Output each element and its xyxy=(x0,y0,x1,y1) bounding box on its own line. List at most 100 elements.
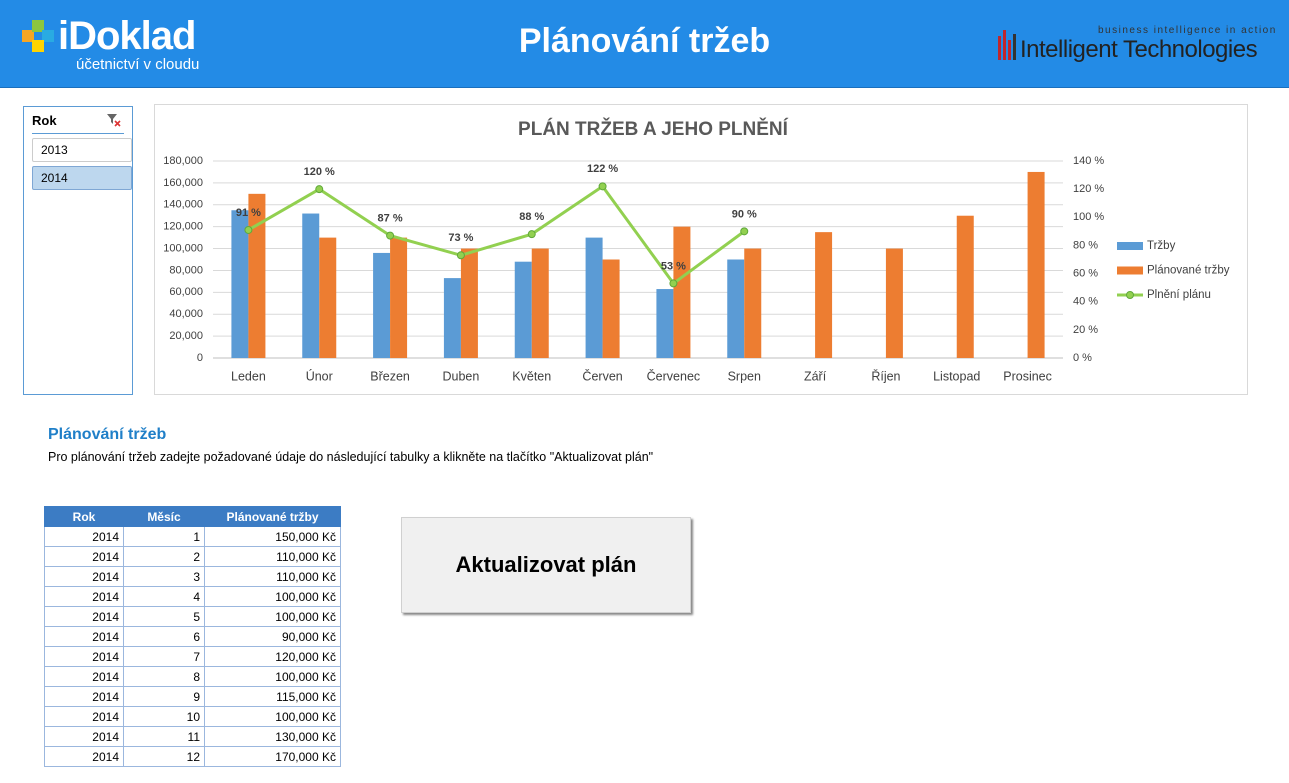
y2-tick-label: 60 % xyxy=(1073,267,1098,279)
table-cell[interactable]: 2014 xyxy=(44,606,124,627)
data-label: 53 % xyxy=(661,260,686,272)
section-title: Plánování tržeb xyxy=(48,426,167,443)
page-title: Plánování tržeb xyxy=(518,22,771,60)
y-tick-label: 80,000 xyxy=(169,264,203,276)
table-cell[interactable]: 2 xyxy=(123,546,205,567)
table-body: 2014 1 150,000 Kč 2014 2 110,000 Kč 2014 3 110,0… xyxy=(44,526,341,767)
x-tick-label: Listopad xyxy=(933,369,980,383)
bar xyxy=(885,248,903,358)
table-cell[interactable]: 100,000 Kč xyxy=(204,606,341,627)
table-cell[interactable]: 3 xyxy=(123,566,205,587)
table-cell[interactable]: 2014 xyxy=(44,706,124,727)
plan-table: Rok Měsíc Plánované tržby 2014 1 150,000 Kč 2… xyxy=(44,506,341,767)
legend-label: Plnění plánu xyxy=(1147,289,1211,301)
table-cell[interactable]: 100,000 Kč xyxy=(204,666,341,687)
table-cell[interactable]: 2014 xyxy=(44,526,124,547)
table-cell[interactable]: 2014 xyxy=(44,626,124,647)
table-cell[interactable]: 2014 xyxy=(44,566,124,587)
slicer-item[interactable]: 2013 xyxy=(32,138,132,162)
table-cell[interactable]: 150,000 Kč xyxy=(204,526,341,547)
table-cell[interactable]: 110,000 Kč xyxy=(204,566,341,587)
bar xyxy=(602,259,620,358)
bar xyxy=(815,232,833,358)
line-point xyxy=(386,231,395,240)
y-tick-label: 100,000 xyxy=(163,242,203,254)
legend-swatch xyxy=(1117,266,1143,275)
table-cell[interactable]: 115,000 Kč xyxy=(204,686,341,707)
table-cell[interactable]: 8 xyxy=(123,666,205,687)
table-cell[interactable]: 2014 xyxy=(44,646,124,667)
bar xyxy=(531,248,549,358)
table-cell[interactable]: 2014 xyxy=(44,746,124,767)
table-cell[interactable]: 11 xyxy=(123,726,205,747)
table-cell[interactable]: 2014 xyxy=(44,546,124,567)
data-label: 90 % xyxy=(732,208,757,220)
table-cell[interactable]: 1 xyxy=(123,526,205,547)
line-point xyxy=(527,230,536,239)
table-row: 2014 12 170,000 Kč xyxy=(44,746,341,767)
table-cell[interactable]: 7 xyxy=(123,646,205,667)
table-cell[interactable]: 2014 xyxy=(44,686,124,707)
table-cell[interactable]: 90,000 Kč xyxy=(204,626,341,647)
data-label: 73 % xyxy=(448,232,473,244)
table-cell[interactable]: 12 xyxy=(123,746,205,767)
table-cell[interactable]: 170,000 Kč xyxy=(204,746,341,767)
x-tick-label: Duben xyxy=(442,369,479,383)
y2-tick-label: 0 % xyxy=(1073,352,1092,364)
y-tick-label: 60,000 xyxy=(169,286,203,298)
update-plan-button[interactable]: Aktualizovat plán xyxy=(401,517,691,613)
table-cell[interactable]: 2014 xyxy=(44,586,124,607)
table-cell[interactable]: 130,000 Kč xyxy=(204,726,341,747)
table-row: 2014 7 120,000 Kč xyxy=(44,646,341,667)
x-tick-label: Červenec xyxy=(647,368,701,383)
table-cell[interactable]: 100,000 Kč xyxy=(204,586,341,607)
legend-swatch xyxy=(1117,242,1143,250)
line-point xyxy=(598,182,607,191)
y2-tick-label: 40 % xyxy=(1073,296,1098,308)
table-cell[interactable]: 2014 xyxy=(44,666,124,687)
bar xyxy=(390,237,408,358)
table-row: 2014 9 115,000 Kč xyxy=(44,686,341,707)
bar xyxy=(656,289,674,358)
header: iDoklad účetnictví v cloudu Plánování tr… xyxy=(0,0,1289,88)
chart-title: PLÁN TRŽEB A JEHO PLNĚNÍ xyxy=(518,118,789,140)
table-cell[interactable]: 110,000 Kč xyxy=(204,546,341,567)
y-tick-label: 40,000 xyxy=(169,308,203,320)
table-cell[interactable]: 2014 xyxy=(44,726,124,747)
table-row: 2014 8 100,000 Kč xyxy=(44,666,341,687)
line-point xyxy=(456,251,465,260)
x-tick-label: Červen xyxy=(582,368,622,383)
bar xyxy=(248,193,266,358)
partner-icon xyxy=(998,30,1016,60)
table-cell[interactable]: 4 xyxy=(123,586,205,607)
y-tick-label: 180,000 xyxy=(163,155,203,167)
partner-logo: Intelligent Technologies xyxy=(1020,36,1258,63)
table-cell[interactable]: 10 xyxy=(123,706,205,727)
table-header: Rok Měsíc Plánované tržby xyxy=(44,506,341,527)
data-label: 88 % xyxy=(519,211,544,223)
logo-icon xyxy=(22,20,54,52)
x-tick-label: Leden xyxy=(231,369,266,383)
table-cell[interactable]: 120,000 Kč xyxy=(204,646,341,667)
column-header: Plánované tržby xyxy=(204,506,341,527)
table-cell[interactable]: 100,000 Kč xyxy=(204,706,341,727)
table-row: 2014 11 130,000 Kč xyxy=(44,726,341,747)
slicer-title: Rok xyxy=(32,113,57,128)
bar xyxy=(460,248,478,358)
table-row: 2014 4 100,000 Kč xyxy=(44,586,341,607)
y-tick-label: 20,000 xyxy=(169,330,203,342)
table-row: 2014 6 90,000 Kč xyxy=(44,626,341,647)
table-cell[interactable]: 5 xyxy=(123,606,205,627)
table-cell[interactable]: 6 xyxy=(123,626,205,647)
logo-tagline: účetnictví v cloudu xyxy=(76,56,200,73)
y-tick-label: 160,000 xyxy=(163,177,203,189)
x-tick-label: Říjen xyxy=(871,368,900,383)
slicer-item-selected[interactable]: 2014 xyxy=(32,166,132,190)
bar xyxy=(302,213,320,358)
bar xyxy=(319,237,337,358)
bar xyxy=(514,261,532,358)
table-row: 2014 5 100,000 Kč xyxy=(44,606,341,627)
clear-filter-icon[interactable] xyxy=(106,113,122,127)
table-cell[interactable]: 9 xyxy=(123,686,205,707)
